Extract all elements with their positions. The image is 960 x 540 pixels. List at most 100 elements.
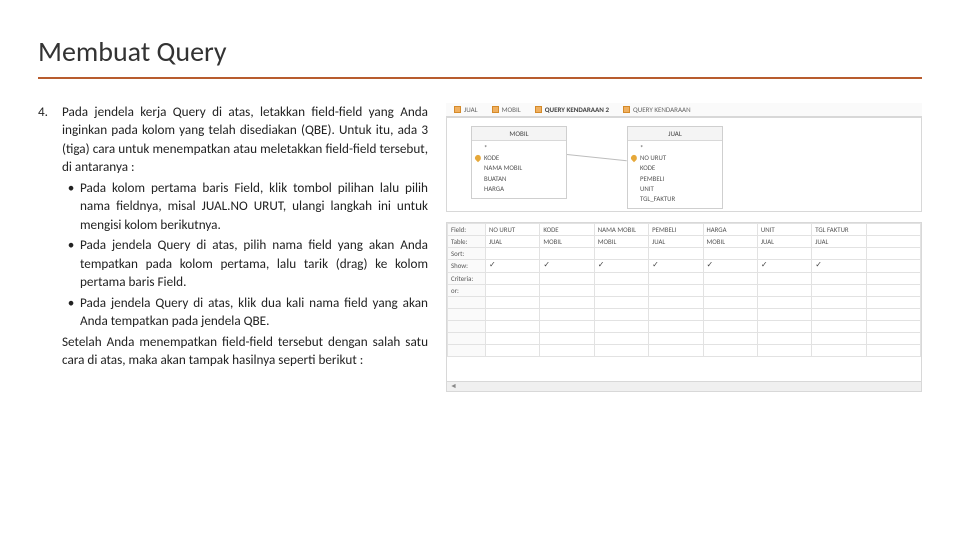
qbe-cell[interactable] xyxy=(649,248,703,260)
horizontal-scrollbar[interactable] xyxy=(446,382,922,392)
qbe-cell[interactable] xyxy=(703,260,757,273)
qbe-cell[interactable]: MOBIL xyxy=(703,236,757,248)
qbe-cell[interactable] xyxy=(649,321,703,333)
show-checkbox[interactable] xyxy=(707,262,714,269)
qbe-cell[interactable] xyxy=(540,309,594,321)
qbe-cell[interactable] xyxy=(703,321,757,333)
qbe-cell[interactable] xyxy=(757,273,811,285)
qbe-cell[interactable] xyxy=(540,297,594,309)
qbe-cell[interactable]: TGL FAKTUR xyxy=(812,224,866,236)
qbe-cell[interactable] xyxy=(594,333,648,345)
qbe-cell[interactable] xyxy=(486,260,540,273)
qbe-cell[interactable] xyxy=(812,297,866,309)
qbe-cell[interactable] xyxy=(866,309,920,321)
qbe-cell[interactable] xyxy=(703,273,757,285)
qbe-cell[interactable] xyxy=(703,309,757,321)
qbe-cell[interactable] xyxy=(649,260,703,273)
table-field[interactable]: * xyxy=(631,143,719,153)
query-tab[interactable]: QUERY KENDARAAN xyxy=(619,105,695,114)
qbe-cell[interactable] xyxy=(594,309,648,321)
qbe-cell[interactable] xyxy=(540,285,594,297)
table-field[interactable]: TGL_FAKTUR xyxy=(631,194,719,204)
qbe-cell[interactable] xyxy=(757,309,811,321)
show-checkbox[interactable] xyxy=(489,262,496,269)
qbe-cell[interactable] xyxy=(703,333,757,345)
qbe-cell[interactable] xyxy=(703,345,757,357)
show-checkbox[interactable] xyxy=(543,262,550,269)
qbe-cell[interactable] xyxy=(649,297,703,309)
qbe-cell[interactable]: PEMBELI xyxy=(649,224,703,236)
qbe-cell[interactable] xyxy=(757,333,811,345)
qbe-cell[interactable] xyxy=(812,321,866,333)
qbe-cell[interactable] xyxy=(486,309,540,321)
qbe-cell[interactable] xyxy=(540,345,594,357)
qbe-cell[interactable] xyxy=(703,285,757,297)
qbe-cell[interactable]: UNIT xyxy=(757,224,811,236)
qbe-cell[interactable] xyxy=(486,345,540,357)
table-field[interactable]: NAMA MOBIL xyxy=(475,163,563,173)
qbe-cell[interactable]: JUAL xyxy=(486,236,540,248)
query-tab[interactable]: JUAL xyxy=(450,105,482,114)
qbe-cell[interactable] xyxy=(866,260,920,273)
qbe-cell[interactable] xyxy=(594,321,648,333)
qbe-cell[interactable] xyxy=(486,248,540,260)
qbe-cell[interactable] xyxy=(866,248,920,260)
qbe-cell[interactable] xyxy=(812,345,866,357)
table-field[interactable]: KODE xyxy=(631,163,719,173)
qbe-cell[interactable] xyxy=(594,273,648,285)
qbe-cell[interactable] xyxy=(540,260,594,273)
qbe-cell[interactable] xyxy=(757,260,811,273)
query-tab[interactable]: MOBIL xyxy=(488,105,525,114)
table-field[interactable]: PEMBELI xyxy=(631,174,719,184)
table-box[interactable]: MOBIL*KODENAMA MOBILBUATANHARGA xyxy=(471,126,567,199)
qbe-cell[interactable]: MOBIL xyxy=(594,236,648,248)
qbe-cell[interactable]: JUAL xyxy=(649,236,703,248)
qbe-cell[interactable] xyxy=(866,321,920,333)
qbe-cell[interactable] xyxy=(866,345,920,357)
qbe-cell[interactable] xyxy=(594,248,648,260)
qbe-cell[interactable] xyxy=(812,309,866,321)
qbe-cell[interactable] xyxy=(540,321,594,333)
qbe-cell[interactable] xyxy=(540,273,594,285)
show-checkbox[interactable] xyxy=(652,262,659,269)
qbe-cell[interactable] xyxy=(757,345,811,357)
show-checkbox[interactable] xyxy=(815,262,822,269)
qbe-cell[interactable] xyxy=(486,273,540,285)
qbe-cell[interactable] xyxy=(486,321,540,333)
qbe-cell[interactable] xyxy=(540,333,594,345)
qbe-cell[interactable]: NAMA MOBIL xyxy=(594,224,648,236)
qbe-cell[interactable] xyxy=(812,273,866,285)
table-field[interactable]: UNIT xyxy=(631,184,719,194)
qbe-cell[interactable] xyxy=(703,297,757,309)
qbe-cell[interactable] xyxy=(594,345,648,357)
table-field[interactable]: NO URUT xyxy=(631,153,719,163)
qbe-cell[interactable] xyxy=(812,333,866,345)
table-field[interactable]: * xyxy=(475,143,563,153)
qbe-cell[interactable] xyxy=(649,285,703,297)
query-tab[interactable]: QUERY KENDARAAN 2 xyxy=(531,105,613,114)
qbe-cell[interactable]: HARGA xyxy=(703,224,757,236)
qbe-cell[interactable] xyxy=(594,297,648,309)
qbe-cell[interactable] xyxy=(866,297,920,309)
qbe-cell[interactable] xyxy=(812,260,866,273)
qbe-cell[interactable] xyxy=(594,285,648,297)
qbe-cell[interactable]: MOBIL xyxy=(540,236,594,248)
qbe-cell[interactable] xyxy=(649,333,703,345)
qbe-cell[interactable] xyxy=(866,273,920,285)
qbe-cell[interactable] xyxy=(757,297,811,309)
qbe-cell[interactable] xyxy=(649,309,703,321)
qbe-cell[interactable]: JUAL xyxy=(757,236,811,248)
qbe-cell[interactable] xyxy=(594,260,648,273)
qbe-cell[interactable] xyxy=(866,285,920,297)
show-checkbox[interactable] xyxy=(598,262,605,269)
qbe-cell[interactable] xyxy=(703,248,757,260)
qbe-cell[interactable] xyxy=(757,248,811,260)
qbe-cell[interactable]: KODE xyxy=(540,224,594,236)
table-field[interactable]: KODE xyxy=(475,153,563,163)
qbe-cell[interactable] xyxy=(649,273,703,285)
qbe-cell[interactable] xyxy=(757,321,811,333)
qbe-cell[interactable] xyxy=(812,248,866,260)
table-field[interactable]: HARGA xyxy=(475,184,563,194)
qbe-cell[interactable] xyxy=(866,224,920,236)
table-box[interactable]: JUAL*NO URUTKODEPEMBELIUNITTGL_FAKTUR xyxy=(627,126,723,209)
